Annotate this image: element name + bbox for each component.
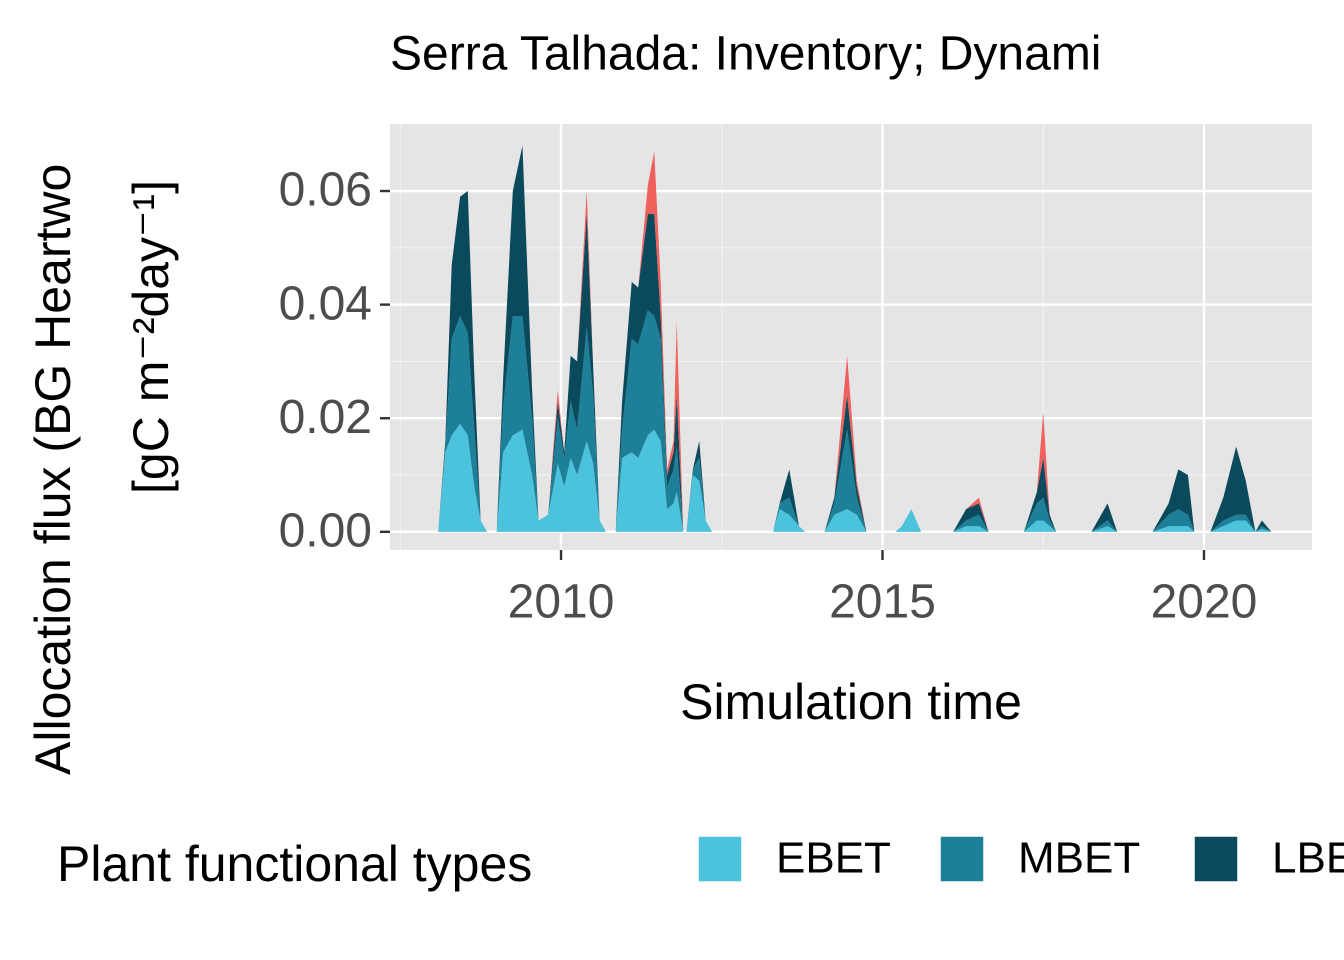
legend-label: MBET xyxy=(1018,834,1140,883)
y-tick-label: 0.04 xyxy=(279,277,372,330)
area xyxy=(438,423,1272,532)
x-tick-label: 2010 xyxy=(508,576,615,629)
y-tick-label: 0.06 xyxy=(279,164,372,217)
legend-label: LBE xyxy=(1272,834,1344,883)
area xyxy=(438,310,1272,532)
chart-title: Serra Talhada: Inventory; Dynami xyxy=(390,28,1101,81)
legend-label: EBET xyxy=(776,834,891,883)
legend-key xyxy=(939,835,985,883)
legend-title: Plant functional types xyxy=(57,836,532,892)
legend-key xyxy=(1193,835,1239,883)
legend-key xyxy=(697,835,743,883)
y-axis-title: [gC m⁻²day⁻¹] xyxy=(123,180,179,494)
y-tick-label: 0.00 xyxy=(279,504,372,557)
y-tick-label: 0.02 xyxy=(279,391,372,444)
x-axis-title: Simulation time xyxy=(680,674,1022,730)
x-tick-label: 2020 xyxy=(1151,576,1258,629)
x-tick-label: 2015 xyxy=(829,576,936,629)
area xyxy=(438,145,1272,532)
y-axis-title: Allocation flux (BG Heartwo xyxy=(25,164,81,775)
